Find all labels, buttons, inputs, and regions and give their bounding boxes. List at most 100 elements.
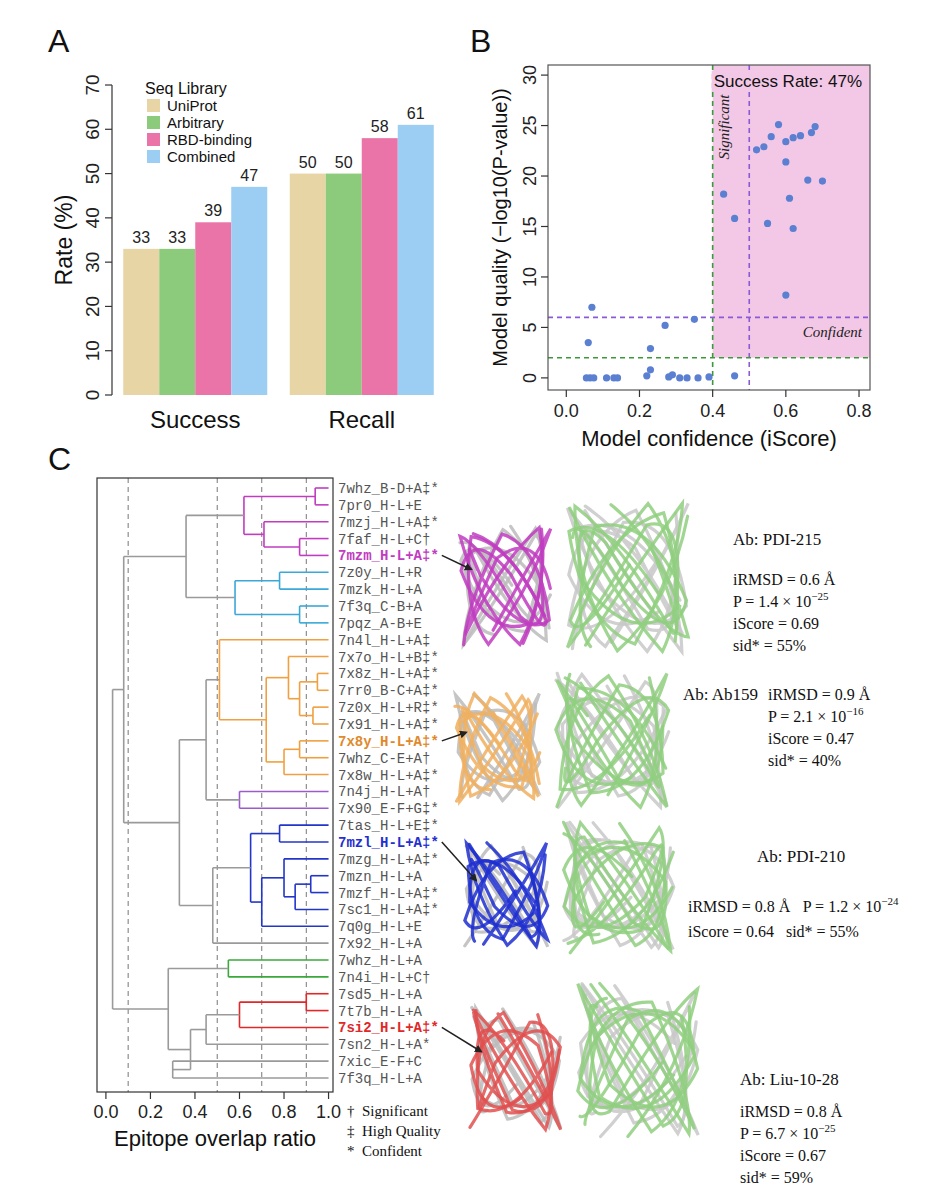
legend-symbol: ‡ [347,1123,355,1139]
x-tick-label: 0.2 [627,401,652,421]
leaf-label: 7tas_H-L+E‡* [338,818,439,834]
leaf-label: 7mzk_H-L+A [338,582,423,598]
y-tick-label: 40 [82,207,103,228]
leaf-label: 7x7o_H-L+B‡* [338,650,439,666]
y-tick [541,377,548,378]
leaf-label: 7sd5_H-L+A [338,987,423,1003]
reference-line [548,357,870,359]
point [731,372,738,379]
x-tick-label: 1.0 [316,1102,341,1122]
leaf-label: 7whz_B-D+A‡* [338,481,439,497]
branch-vertical [112,690,114,1009]
structure-antibody: Ab: PDI-210 [757,847,845,866]
ribbon [462,694,539,799]
branch-horizontal [317,689,328,691]
leaf-label: 7x92_H-L+A [338,936,423,952]
branch-horizontal [239,1027,328,1029]
legend-label: RBD-binding [167,131,252,148]
plot-frame [548,65,870,390]
x-tick-label: 0.2 [138,1102,163,1122]
branch-horizontal [206,679,219,681]
leaf-label: 7q0g_H-L+E [338,919,422,935]
branch-horizontal [206,799,239,801]
legend-label: Combined [167,148,235,165]
branch-horizontal [311,875,329,877]
plot-frame [97,478,333,1092]
data-label: 47 [240,167,258,184]
point [804,176,811,183]
point [705,373,712,380]
data-label: 50 [335,154,353,171]
p-value-exponent: −25 [811,590,829,602]
reference-label: Significant [716,94,732,160]
p-value-text: P = 1.2 × 10 [803,898,881,915]
protein-structure [470,984,698,1137]
y-tick-label: 10 [520,267,540,287]
bar [398,125,434,395]
leaf-label: 7n4l_H-L+A‡ [338,633,430,649]
point [782,292,789,299]
y-tick-label: 0 [82,390,103,401]
ribbon [564,842,662,944]
structure-irmsd: iRMSD = 0.8 Å [740,1103,843,1120]
branch-horizontal [266,761,284,763]
leaf-label: 7mzj_H-L+A‡* [338,515,439,531]
y-tick-label: 60 [82,119,103,140]
leaf-label: 7mzl_H-L+A‡* [338,835,439,851]
point [647,366,654,373]
branch-horizontal [280,841,329,843]
figure: A010203040506070Rate (%)Success33333947R… [0,0,926,1200]
leaf-label: 7x90_E-F+G‡* [338,801,439,817]
y-tick-label: 15 [520,216,540,236]
leaf-label: 7f3q_C-B+A [338,599,423,615]
point [585,339,592,346]
x-tick [639,390,640,397]
structure-p-value: P = 1.4 × 10−25 [733,590,829,610]
branch-horizontal [239,791,328,793]
leaf-label: 7x91_H-L+A‡* [338,717,439,733]
ribbon [476,1011,560,1113]
panel-letter: C [48,441,71,477]
cut-line [261,478,262,1092]
legend-swatch [147,150,160,163]
y-tick [105,217,112,218]
y-tick-label: 50 [82,163,103,184]
ribbon [465,844,540,946]
point [782,138,789,145]
bar [123,249,159,395]
x-tick-label: 0.4 [182,1102,207,1122]
x-tick-label: 0.0 [554,401,579,421]
branch-horizontal [251,901,262,903]
x-tick-label: 0.8 [847,401,872,421]
point [669,371,676,378]
leaf-label: 7xic_E-F+C [338,1054,422,1070]
branch-horizontal [173,1060,329,1062]
branch-horizontal [244,534,264,536]
x-tick-label: 0.8 [272,1102,297,1122]
bar [326,174,362,395]
p-value-text: P = 1.4 × 10 [733,593,811,610]
structure-iscore: iScore = 0.47 [768,730,854,747]
p-value-exponent: −24 [881,895,899,907]
branch-horizontal [288,656,328,658]
ribbon [570,508,676,651]
point [790,225,797,232]
label-patch [712,71,864,92]
leaf-label: 7pqz_A-B+E [338,616,422,632]
bar [195,222,231,395]
branch-horizontal [179,739,206,741]
leaf-label: 7mzf_H-L+A‡* [338,886,439,902]
legend-label: Confident [362,1143,423,1159]
branch-horizontal [288,698,299,700]
branch-horizontal [251,833,280,835]
structure-iscore: iScore = 0.69 [733,615,819,632]
x-tick-label: 0.0 [93,1102,118,1122]
branch-horizontal [300,740,329,742]
y-tick [541,276,548,277]
legend-label: UniProt [167,97,218,114]
leaf-label: 7si2_H-L+A‡* [338,1020,439,1036]
structure-irmsd: iRMSD = 0.6 Å [733,571,836,588]
x-tick [150,1092,151,1099]
point [694,374,701,381]
leaf-label: 7z0x_H-L+R‡* [338,700,439,716]
